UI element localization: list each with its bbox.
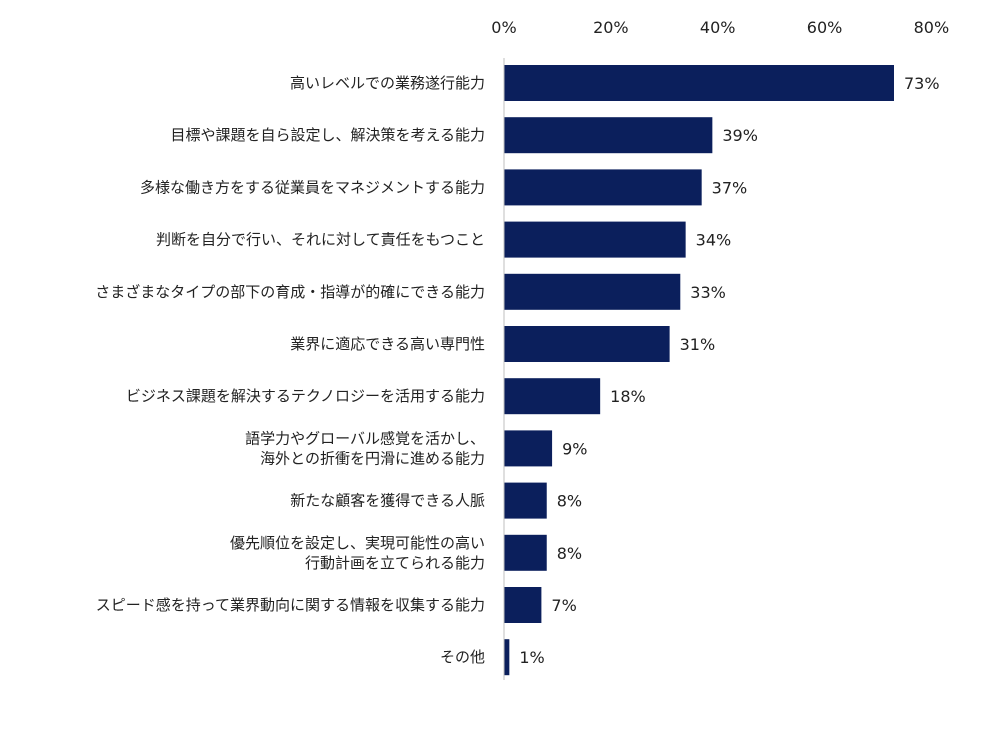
category-label: 海外との折衝を円滑に進める能力 — [260, 449, 485, 467]
bar — [504, 65, 894, 101]
category-label: 判断を自分で行い、それに対して責任をもつこと — [156, 231, 485, 249]
value-label: 1% — [519, 648, 544, 667]
category-label: 業界に適応できる高い専門性 — [290, 335, 485, 353]
category-label: スピード感を持って業界動向に関する情報を収集する能力 — [96, 596, 485, 614]
value-label: 33% — [690, 283, 726, 302]
bar — [504, 482, 547, 519]
value-label: 8% — [557, 544, 582, 563]
value-label: 7% — [551, 596, 576, 615]
category-label: 多様な働き方をする従業員をマネジメントする能力 — [140, 178, 485, 196]
category-label: ビジネス課題を解決するテクノロジーを活用する能力 — [126, 387, 485, 405]
bar — [504, 639, 510, 676]
bar — [504, 326, 670, 362]
bar — [504, 534, 547, 571]
value-label: 18% — [610, 387, 646, 406]
value-label: 37% — [712, 178, 748, 197]
bar — [504, 587, 542, 623]
category-label: 新たな顧客を獲得できる人脈 — [290, 492, 485, 510]
x-tick-label: 0% — [491, 18, 516, 37]
value-labels: 73% 39% 37% 34% 33% 31% 18% 9% 8% 8% 7% 1% — [519, 74, 939, 667]
bars — [504, 65, 894, 676]
bar — [504, 430, 553, 467]
category-label: 優先順位を設定し、実現可能性の高い — [230, 534, 485, 552]
category-label: 高いレベルでの業務遂行能力 — [290, 74, 485, 92]
value-label: 8% — [557, 492, 582, 511]
category-label: 目標や課題を自ら設定し、解決策を考える能力 — [170, 126, 485, 144]
value-label: 34% — [696, 231, 732, 250]
x-tick-label: 60% — [807, 18, 843, 37]
x-axis-ticks: 0% 20% 40% 60% 80% — [491, 18, 949, 37]
value-label: 39% — [722, 126, 758, 145]
value-label: 31% — [680, 335, 716, 354]
category-label: 語学力やグローバル感覚を活かし、 — [245, 429, 485, 447]
x-tick-label: 40% — [700, 18, 736, 37]
value-label: 9% — [562, 439, 587, 458]
bar — [504, 221, 686, 258]
category-label: さまざまなタイプの部下の育成・指導が的確にできる能力 — [95, 283, 485, 301]
bar — [504, 273, 681, 310]
category-labels: 高いレベルでの業務遂行能力目標や課題を自ら設定し、解決策を考える能力多様な働き方… — [95, 74, 485, 666]
category-label: 行動計画を立てられる能力 — [305, 554, 485, 572]
bar — [504, 378, 601, 415]
category-label: その他 — [440, 648, 485, 666]
x-tick-label: 80% — [914, 18, 950, 37]
x-tick-label: 20% — [593, 18, 629, 37]
value-label: 73% — [904, 74, 940, 93]
bar — [504, 117, 713, 154]
bar — [504, 169, 702, 206]
